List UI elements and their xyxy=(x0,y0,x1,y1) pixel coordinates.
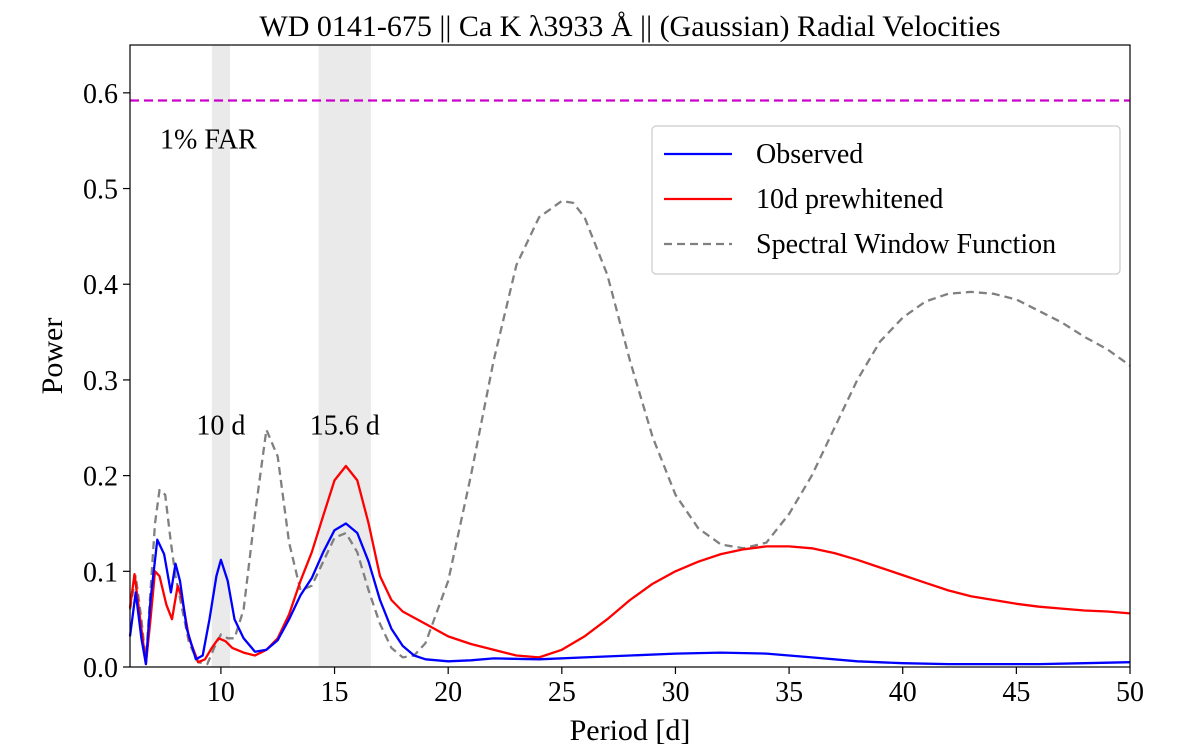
y-tick-label: 0.6 xyxy=(83,79,118,110)
x-tick-label: 25 xyxy=(548,677,576,708)
y-tick-label: 0.0 xyxy=(83,653,118,684)
x-tick-label: 35 xyxy=(775,677,803,708)
shaded-regions xyxy=(211,45,371,667)
region-labels: 10 d 15.6 d xyxy=(196,410,379,441)
y-tick-label: 0.4 xyxy=(83,270,118,301)
y-tick-label: 0.2 xyxy=(83,462,118,493)
x-tick-label: 15 xyxy=(321,677,349,708)
y-axis-ticks: 0.0 0.1 0.2 0.3 0.4 0.5 0.6 xyxy=(83,79,130,684)
x-tick-label: 20 xyxy=(434,677,462,708)
y-tick-label: 0.1 xyxy=(83,557,118,588)
y-axis-label: Power xyxy=(36,318,69,395)
far-threshold-label: 1% FAR xyxy=(160,125,257,156)
x-axis-label: Period [d] xyxy=(570,714,691,747)
x-tick-label: 10 xyxy=(207,677,235,708)
legend-label: Observed xyxy=(756,139,863,170)
y-tick-label: 0.5 xyxy=(83,175,118,206)
x-tick-label: 30 xyxy=(661,677,689,708)
legend-box xyxy=(651,125,1121,275)
legend-label: Spectral Window Function xyxy=(756,229,1056,260)
shaded-region-1 xyxy=(318,45,371,667)
x-tick-label: 50 xyxy=(1116,677,1144,708)
region-label-0: 10 d xyxy=(196,410,245,441)
series-line-observed xyxy=(128,522,1131,666)
legend: Observed 10d prewhitened Spectral Window F… xyxy=(651,125,1121,275)
shaded-region-0 xyxy=(211,45,230,667)
plot-frame xyxy=(129,44,1131,668)
x-tick-label: 45 xyxy=(1002,677,1030,708)
region-label-1: 15.6 d xyxy=(310,410,380,441)
x-axis-ticks: 10 15 20 25 30 35 40 45 50 xyxy=(207,667,1144,708)
y-tick-label: 0.3 xyxy=(83,366,118,397)
legend-label: 10d prewhitened xyxy=(756,184,943,215)
x-tick-label: 40 xyxy=(889,677,917,708)
chart-title: WD 0141-675 || Ca K λ3933 Å || (Gaussian… xyxy=(259,10,1000,43)
series-lines xyxy=(128,199,1131,666)
